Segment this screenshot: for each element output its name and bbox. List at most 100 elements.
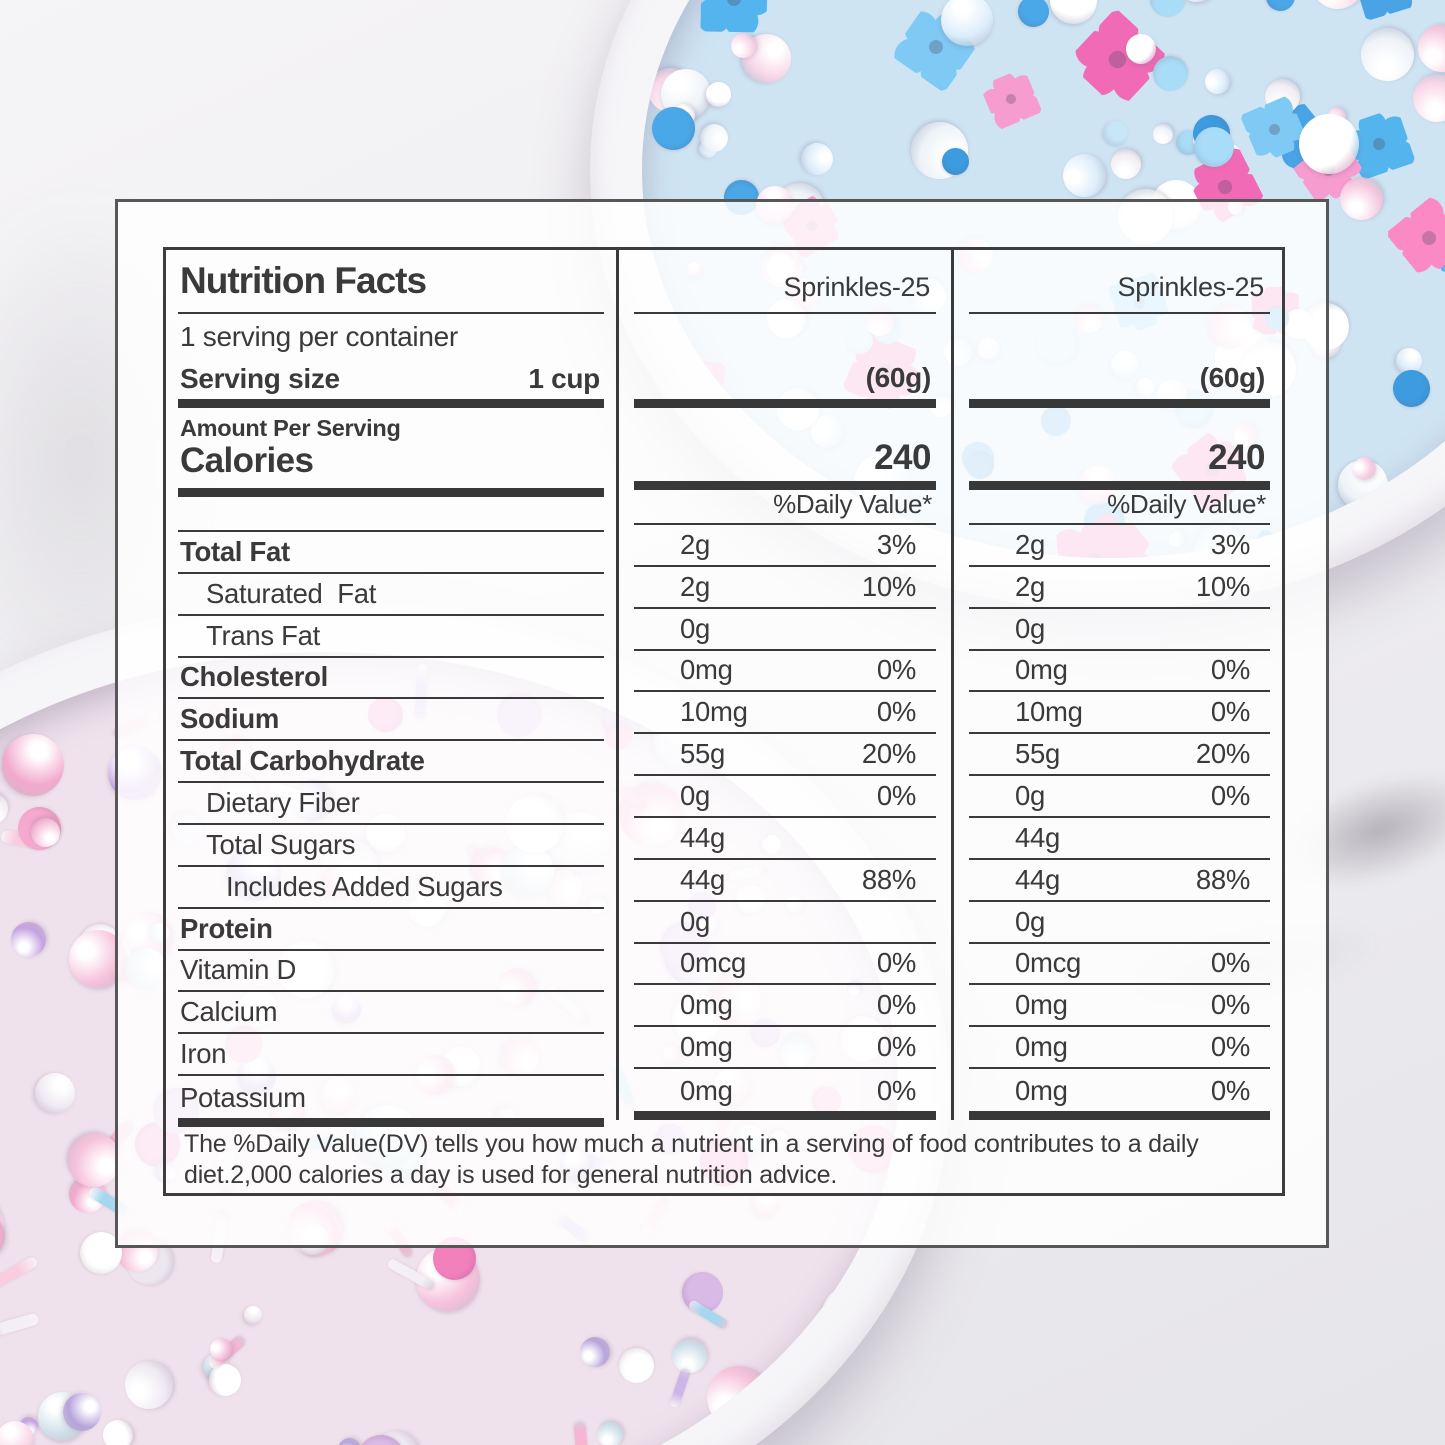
- sprinkle-pearl: [1403, 64, 1445, 132]
- nutrition-panel: [115, 199, 1329, 1248]
- value-vitamin-d-2: 0mcg 0%: [969, 944, 1270, 986]
- sprinkle-flower: [1065, 7, 1170, 112]
- label-title: Nutrition Facts: [178, 250, 604, 314]
- label-column: Nutrition Facts 1 serving per container …: [178, 250, 604, 1128]
- value-sodium-2: 10mg 0%: [969, 692, 1270, 735]
- serving-weight-1: (60g): [634, 358, 936, 408]
- sprinkle-disc: [1099, 117, 1132, 150]
- row-sodium: Sodium: [178, 699, 604, 742]
- sprinkle-flower: [1391, 546, 1445, 558]
- row-iron: Iron: [178, 1034, 604, 1077]
- sprinkle-pearl: [1104, 142, 1148, 186]
- row-total-sugars: Total Sugars: [178, 825, 604, 867]
- serving-size-row: Serving size 1 cup: [178, 358, 604, 408]
- value-saturated-fat-2: 2g 10%: [969, 567, 1270, 609]
- sprinkle-disc: [1011, 0, 1056, 34]
- serving-weight-2: (60g): [969, 358, 1270, 408]
- daily-value-footnote: The %Daily Value(DV) tells you how much …: [184, 1130, 1199, 1189]
- sprinkle-pearl: [0, 722, 76, 808]
- value-total-carbohydrate-1: 55g 20%: [634, 734, 936, 777]
- row-potassium: Potassium: [180, 1082, 306, 1114]
- thick-bar: [634, 1111, 936, 1121]
- value-protein-1: 0g: [634, 902, 936, 944]
- nutrition-label: Nutrition Facts 1 serving per container …: [163, 247, 1285, 1196]
- value-total-carbohydrate-2: 55g 20%: [969, 734, 1270, 777]
- sprinkle-pearl: [99, 1416, 137, 1445]
- value-iron-1: 0mg 0%: [634, 1027, 936, 1070]
- sprinkle-pearl: [795, 137, 839, 181]
- serving-size-label: Serving size: [180, 363, 340, 394]
- daily-value-header-1: %Daily Value*: [634, 489, 936, 525]
- sprinkle-pearl: [1054, 145, 1115, 206]
- sprinkle-pearl: [1199, 63, 1236, 100]
- sprinkle-pearl: [592, 1416, 628, 1445]
- thick-bar: [178, 1118, 604, 1128]
- row-protein: Protein: [178, 909, 604, 951]
- sprinkle-pearl: [902, 113, 977, 188]
- sprinkle-pearl: [240, 1302, 266, 1328]
- column-divider-1: [616, 250, 619, 1120]
- sprinkle-pearl: [31, 818, 60, 847]
- value-trans-fat-2: 0g: [969, 609, 1270, 651]
- spacer-row: [178, 497, 604, 532]
- sprinkle-rod: [0, 1255, 39, 1294]
- calories-value-1: 240: [634, 408, 936, 490]
- value-sodium-1: 10mg 0%: [634, 692, 936, 735]
- sprinkle-pearl: [815, 1356, 844, 1385]
- row-trans-fat: Trans Fat: [178, 616, 604, 658]
- sprinkle-pearl: [1416, 22, 1445, 74]
- value-potassium-2: 0mg 0%: [1015, 1075, 1250, 1107]
- sprinkle-pearl: [1350, 17, 1425, 92]
- value-calcium-2: 0mg 0%: [969, 985, 1270, 1028]
- daily-value-header-2: %Daily Value*: [969, 489, 1270, 525]
- value-added-sugars-1: 44g 88%: [634, 860, 936, 902]
- value-dietary-fiber-1: 0g 0%: [634, 776, 936, 819]
- thick-bar: [969, 1111, 1270, 1121]
- sprinkle-pearl: [1149, 120, 1177, 148]
- sprinkle-disc: [1149, 0, 1186, 18]
- row-vitamin-d: Vitamin D: [178, 951, 604, 993]
- calories-value-2: 240: [969, 408, 1270, 490]
- row-cholesterol: Cholesterol: [178, 658, 604, 700]
- product-name-1: Sprinkles-25: [634, 250, 936, 314]
- sprinkle-rod: [668, 1367, 692, 1409]
- value-potassium-1: 0mg 0%: [680, 1075, 916, 1107]
- value-vitamin-d-1: 0mcg 0%: [634, 944, 936, 986]
- sprinkle-flower: [1349, 0, 1422, 22]
- value-total-sugars-2: 44g: [969, 818, 1270, 860]
- values-column-2: Sprinkles-25 (60g) 240 %Daily Value* 2g 3…: [969, 250, 1270, 1121]
- value-dietary-fiber-2: 0g 0%: [969, 776, 1270, 819]
- value-total-fat-1: 2g 3%: [634, 525, 936, 567]
- value-protein-2: 0g: [969, 902, 1270, 944]
- calories-header: Amount Per Serving Calories: [178, 415, 604, 497]
- sprinkle-disc: [1390, 367, 1433, 410]
- sprinkle-flower: [979, 67, 1043, 131]
- sprinkle-pearl: [333, 1433, 366, 1445]
- sprinkle-disc: [617, 1346, 656, 1385]
- calories-label: Calories: [180, 441, 314, 480]
- value-total-fat-2: 2g 3%: [969, 525, 1270, 567]
- value-cholesterol-2: 0mg 0%: [969, 651, 1270, 693]
- value-added-sugars-2: 44g 88%: [969, 860, 1270, 902]
- row-calcium: Calcium: [178, 992, 604, 1035]
- row-added-sugars: Includes Added Sugars: [178, 867, 604, 909]
- sprinkle-flower: [700, 0, 768, 33]
- value-total-sugars-1: 44g: [634, 818, 936, 860]
- row-total-fat: Total Fat: [178, 532, 604, 574]
- values-column-1: Sprinkles-25 (60g) 240 %Daily Value* 2g 3…: [634, 250, 936, 1121]
- sprinkle-disc: [1265, 0, 1296, 12]
- product-name-2: Sprinkles-25: [969, 250, 1270, 314]
- sprinkle-rod: [0, 1312, 40, 1338]
- column-divider-2: [951, 250, 954, 1120]
- sprinkle-pearl: [1344, 530, 1386, 558]
- servings-per-container: 1 serving per container: [180, 321, 458, 352]
- value-trans-fat-1: 0g: [634, 609, 936, 651]
- row-total-carbohydrate: Total Carbohydrate: [178, 741, 604, 784]
- sprinkle-pearl: [0, 788, 13, 829]
- sprinkle-flower: [1385, 194, 1445, 282]
- value-cholesterol-1: 0mg 0%: [634, 651, 936, 693]
- sprinkle-pearl: [578, 1335, 612, 1369]
- amount-per-serving-label: Amount Per Serving: [180, 415, 401, 441]
- sprinkle-pearl: [122, 1358, 176, 1412]
